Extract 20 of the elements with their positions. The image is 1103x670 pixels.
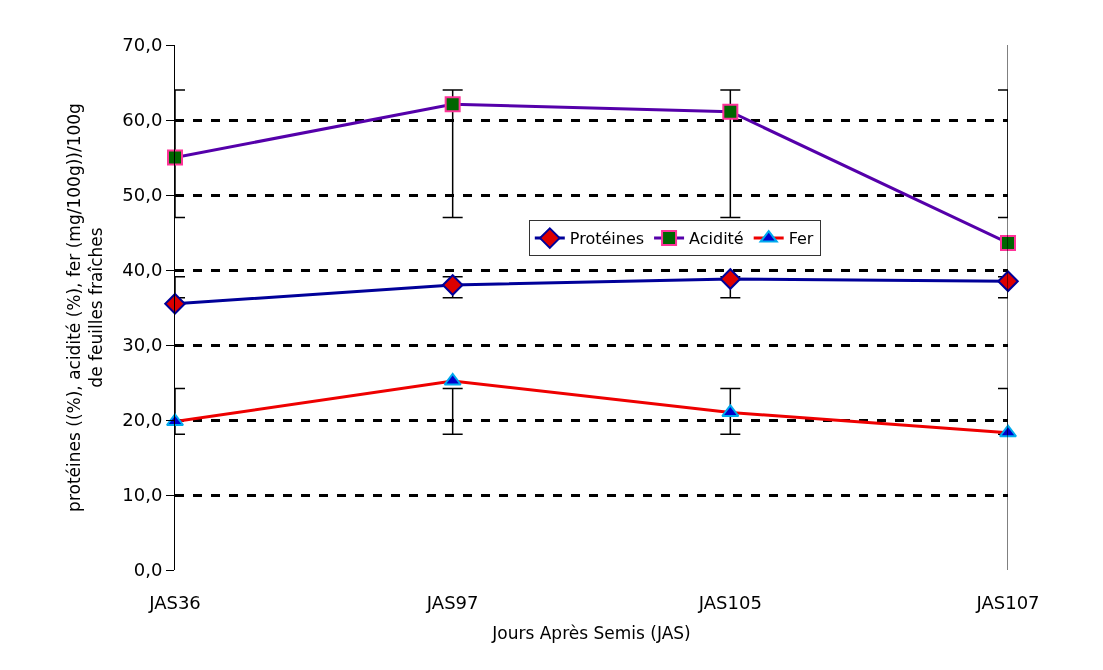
x-axis-title: Jours Après Semis (JAS)	[491, 623, 691, 644]
legend-label: Fer	[788, 229, 814, 249]
y-tick-label: 10,0	[122, 484, 163, 506]
x-tick-label: JAS105	[697, 592, 762, 613]
x-tick-label: JAS97	[425, 592, 479, 613]
y-tick-label: 40,0	[122, 259, 163, 281]
y-tick-label: 0,0	[133, 559, 163, 581]
y-tick-label: 60,0	[122, 109, 163, 131]
y-axis-title: protéines ((%), acidité (%), fer (mg/100g))/100g de feuilles fraîches	[63, 103, 106, 512]
point	[719, 268, 742, 290]
y-tick-label: 50,0	[122, 184, 163, 206]
y-tick-label: 70,0	[122, 34, 163, 56]
y-tick-label: 20,0	[122, 409, 163, 431]
x-tick-label: JAS107	[975, 592, 1040, 613]
point	[997, 270, 1019, 292]
y-tick-label: 30,0	[122, 334, 163, 356]
x-tick-label: JAS36	[148, 592, 201, 613]
legend-label: Acidité	[689, 229, 744, 249]
legend-label: Protéines	[569, 229, 645, 249]
point	[164, 293, 186, 315]
